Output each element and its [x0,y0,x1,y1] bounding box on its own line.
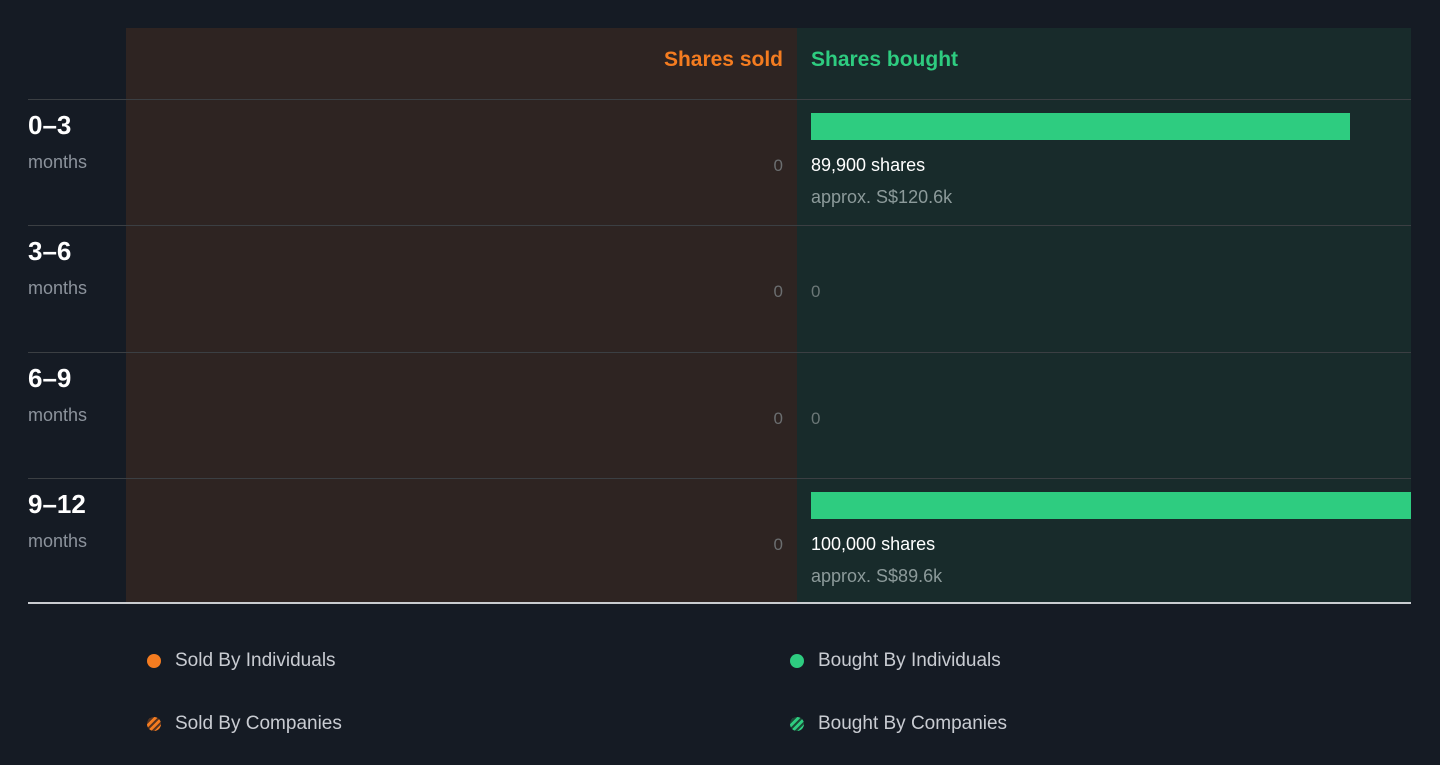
sold-value: 0 [773,409,783,428]
legend-label: Bought By Individuals [818,650,1001,671]
legend-striped-dot-icon [147,717,161,731]
legend-label: Bought By Companies [818,713,1008,734]
bought-shares: 89,900 shares [811,155,926,175]
legend-bought-companies: Bought By Companies [790,713,1007,735]
period-label: 6–9 [28,363,72,393]
legend-dot-icon [147,654,161,668]
sold-value: 0 [773,156,783,175]
bought-value: 0 [811,409,821,428]
bought-approx-value: approx. S$89.6k [811,566,943,586]
baseline [28,602,1411,604]
period-row: 6–9 months 0 0 [28,352,1411,479]
period-row: 0–3 months 0 89,900 shares approx. S$120… [28,99,1411,226]
legend-label: Sold By Individuals [175,650,336,671]
legend-sold-individuals: Sold By Individuals [147,650,336,672]
period-label: 3–6 [28,236,72,266]
legend-dot-icon [790,654,804,668]
bought-approx-value: approx. S$120.6k [811,187,953,207]
legend-label: Sold By Companies [175,713,342,734]
shares-sold-panel [126,28,797,602]
period-label: 9–12 [28,489,86,519]
bought-value: 0 [811,282,821,301]
period-unit: months [28,152,88,172]
legend-sold-companies: Sold By Companies [147,713,342,735]
period-row: 3–6 months 0 0 [28,225,1411,352]
bought-bar [811,492,1411,519]
bought-bar [811,113,1351,140]
period-unit: months [28,405,88,425]
period-unit: months [28,531,88,551]
period-unit: months [28,278,88,298]
sold-value: 0 [773,535,783,554]
period-label: 0–3 [28,110,72,140]
legend-striped-dot-icon [790,717,804,731]
period-row: 9–12 months 0 100,000 shares approx. S$8… [28,478,1411,605]
sold-value: 0 [773,282,783,301]
shares-sold-header: Shares sold [663,48,783,71]
legend-bought-individuals: Bought By Individuals [790,650,1001,672]
shares-bought-header: Shares bought [811,48,959,71]
bought-shares: 100,000 shares [811,534,936,554]
